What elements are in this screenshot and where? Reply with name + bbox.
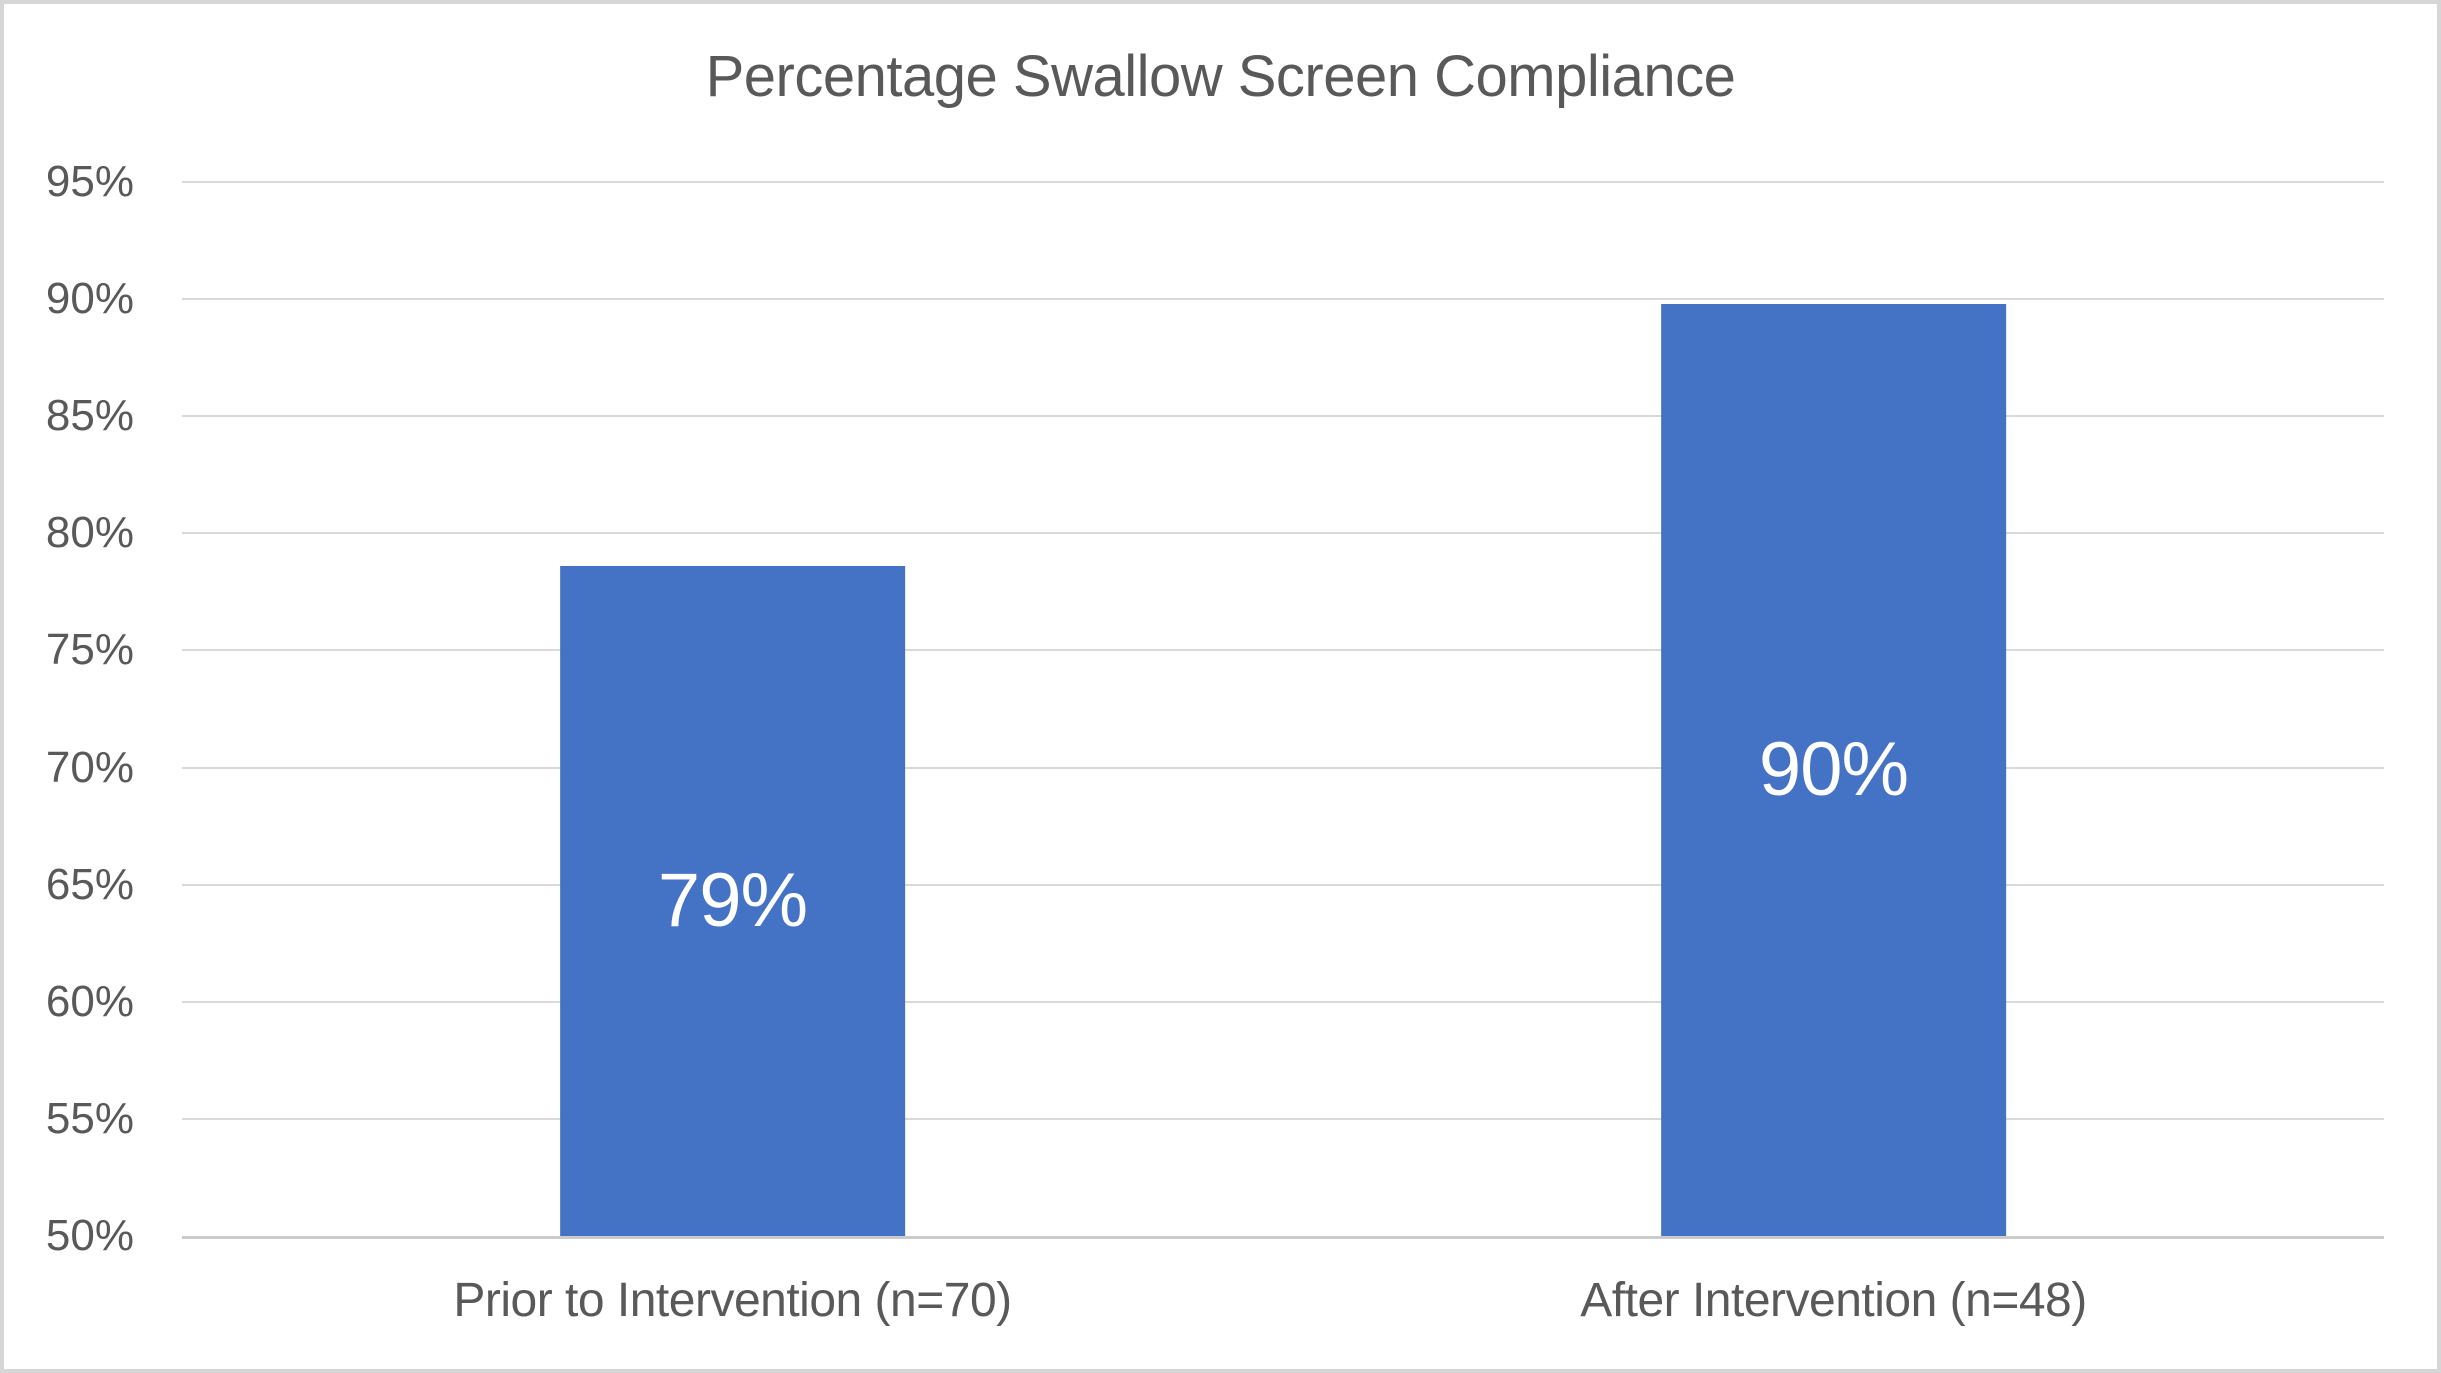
category-label: Prior to Intervention (n=70) (453, 1274, 1012, 1327)
gridline (182, 181, 2384, 183)
plot-area: 79% 90% (182, 181, 2384, 1239)
category-label: After Intervention (n=48) (1580, 1274, 2087, 1327)
gridline (182, 1000, 2384, 1003)
x-axis-line (182, 1236, 2384, 1239)
y-tick-label: 70% (45, 742, 134, 792)
y-axis-labels: 50% 55% 60% 65% 70% 75% 80% 85% 90% 95% (4, 160, 134, 1258)
bar-value-label: 79% (657, 858, 808, 944)
y-tick-label: 75% (45, 625, 134, 675)
y-tick-label: 95% (45, 157, 134, 206)
y-tick-label: 90% (45, 274, 134, 324)
gridline (182, 532, 2384, 535)
bar-after-intervention: 90% (1660, 303, 2007, 1236)
gridline (182, 415, 2384, 418)
chart-title: Percentage Swallow Screen Compliance (705, 44, 1736, 109)
gridline (182, 883, 2384, 886)
gridline (182, 298, 2384, 301)
gridline (182, 1117, 2384, 1120)
gridline (182, 649, 2384, 652)
y-tick-label: 85% (45, 391, 134, 441)
y-tick-label: 55% (45, 1093, 134, 1143)
gridline (182, 766, 2384, 769)
bar-value-label: 90% (1758, 726, 1909, 812)
y-tick-label: 80% (45, 508, 134, 558)
y-tick-label: 50% (45, 1211, 134, 1260)
x-axis-labels: Prior to Intervention (n=70) After Interv… (182, 1266, 2384, 1336)
bar-prior-to-intervention: 79% (559, 566, 906, 1236)
y-tick-label: 60% (45, 976, 134, 1026)
y-tick-label: 65% (45, 859, 134, 909)
